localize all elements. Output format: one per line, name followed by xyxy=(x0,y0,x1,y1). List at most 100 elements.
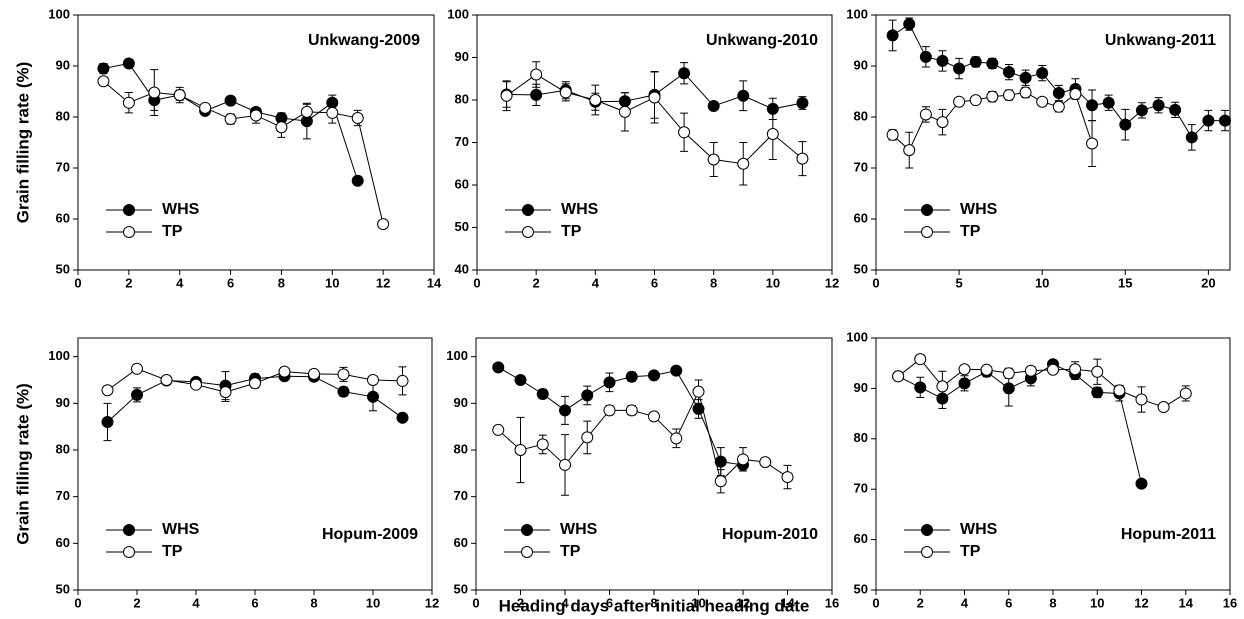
data-point xyxy=(1002,66,1015,79)
x-tick-label: 2 xyxy=(533,275,540,290)
data-point xyxy=(351,112,364,125)
y-tick-label: 90 xyxy=(56,395,70,410)
x-tick-label: 0 xyxy=(472,595,479,610)
data-point xyxy=(781,471,794,484)
data-point xyxy=(101,416,114,428)
data-point xyxy=(618,105,631,118)
data-point xyxy=(589,94,602,106)
y-tick-label: 90 xyxy=(56,57,70,72)
x-tick-label: 4 xyxy=(176,275,184,290)
legend-marker xyxy=(921,524,933,536)
data-point xyxy=(396,411,409,424)
legend-marker xyxy=(521,546,533,558)
data-point xyxy=(678,126,691,139)
x-tick-label: 10 xyxy=(1090,595,1104,610)
data-point xyxy=(980,363,993,376)
legend-label: TP xyxy=(162,543,183,560)
data-point xyxy=(559,86,572,99)
y-tick-label: 50 xyxy=(854,261,868,276)
data-point xyxy=(648,369,660,382)
panel-title: Unkwang-2010 xyxy=(706,32,818,49)
data-point xyxy=(759,456,772,469)
y-tick-label: 70 xyxy=(56,159,70,174)
y-tick-label: 50 xyxy=(454,581,468,596)
legend-label: TP xyxy=(561,223,582,240)
x-tick-label: 8 xyxy=(1049,595,1056,610)
x-tick-label: 6 xyxy=(251,595,258,610)
data-point xyxy=(1091,386,1104,399)
data-point xyxy=(337,385,350,398)
data-point xyxy=(219,386,232,399)
data-point xyxy=(707,153,720,166)
data-point xyxy=(396,374,409,387)
data-point xyxy=(1069,363,1082,376)
y-tick-label: 60 xyxy=(854,531,868,546)
x-tick-label: 0 xyxy=(74,275,81,290)
y-tick-label: 100 xyxy=(48,348,70,363)
legend-marker xyxy=(123,546,135,558)
data-point xyxy=(678,67,691,80)
data-point xyxy=(377,218,390,231)
y-tick-label: 70 xyxy=(854,481,868,496)
data-point xyxy=(131,388,143,401)
y-tick-label: 60 xyxy=(455,176,469,191)
legend-label: TP xyxy=(960,223,981,240)
x-tick-label: 12 xyxy=(376,275,390,290)
data-point xyxy=(148,86,161,99)
x-tick-label: 0 xyxy=(872,275,879,290)
data-point xyxy=(714,475,727,488)
x-tick-label: 5 xyxy=(955,275,962,290)
data-point xyxy=(492,361,505,374)
data-point xyxy=(603,404,616,417)
data-point xyxy=(1069,88,1082,101)
data-point xyxy=(886,29,899,42)
x-tick-label: 12 xyxy=(825,275,839,290)
x-tick-label: 8 xyxy=(278,275,285,290)
data-point xyxy=(936,54,949,67)
x-tick-label: 4 xyxy=(961,595,969,610)
y-tick-label: 80 xyxy=(56,441,70,456)
data-point xyxy=(1052,100,1065,113)
data-point xyxy=(190,378,202,391)
legend-label: TP xyxy=(162,223,183,240)
data-point xyxy=(953,95,966,108)
x-tick-label: 15 xyxy=(1118,275,1132,290)
x-tick-label: 12 xyxy=(736,595,750,610)
y-tick-label: 80 xyxy=(854,430,868,445)
x-tick-label: 4 xyxy=(561,595,569,610)
data-point xyxy=(737,157,750,170)
data-point xyxy=(1002,382,1015,395)
legend-label: TP xyxy=(960,543,981,560)
x-tick-label: 14 xyxy=(780,595,795,610)
y-tick-label: 90 xyxy=(854,380,868,395)
data-point xyxy=(953,62,966,75)
x-tick-label: 14 xyxy=(1179,595,1194,610)
data-point xyxy=(122,57,135,70)
y-tick-label: 70 xyxy=(454,488,468,503)
legend-marker xyxy=(521,524,533,536)
x-tick-label: 2 xyxy=(917,595,924,610)
data-point xyxy=(986,57,999,70)
y-tick-label: 60 xyxy=(56,535,70,550)
data-point xyxy=(536,388,549,400)
data-point xyxy=(530,68,543,81)
data-point xyxy=(500,89,513,102)
data-point xyxy=(97,75,110,88)
y-tick-label: 90 xyxy=(455,49,469,64)
x-tick-label: 10 xyxy=(766,275,780,290)
x-axis-label: Heading days after initial heading date xyxy=(499,596,810,615)
data-point xyxy=(936,380,949,393)
y-tick-label: 100 xyxy=(846,329,868,344)
data-point xyxy=(1036,95,1049,108)
x-tick-label: 10 xyxy=(691,595,705,610)
data-point xyxy=(986,90,999,103)
panel-title: Hopum-2009 xyxy=(322,526,418,543)
data-point xyxy=(919,108,932,121)
panel-title: Unkwang-2011 xyxy=(1105,32,1216,49)
plot-frame xyxy=(875,14,1231,271)
data-point xyxy=(1185,131,1198,144)
data-point xyxy=(1024,364,1037,377)
data-point xyxy=(969,94,982,107)
series-line xyxy=(897,363,1142,484)
x-tick-label: 4 xyxy=(592,275,600,290)
